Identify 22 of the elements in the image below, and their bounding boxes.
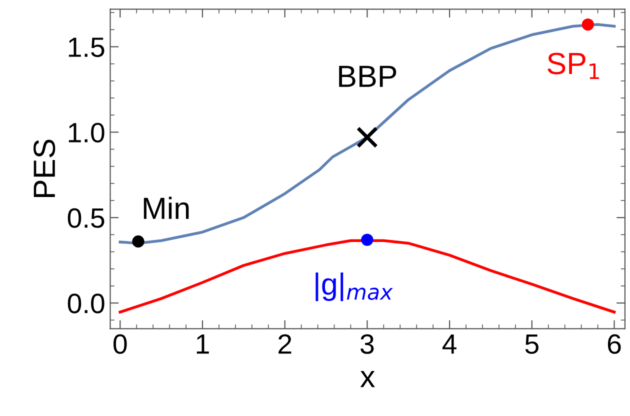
series-label: BBP [339,66,396,87]
y-tick-label: 1.0 [68,122,104,142]
line-series [118,239,616,314]
x-tick-label: 1 [196,334,209,354]
x-tick-label: 2 [278,334,292,354]
series-label: Min [144,196,189,219]
point [356,126,378,148]
x-tick-label: 3 [360,334,374,354]
y-axis-title: PES [34,140,56,197]
y-tick-label: 1.5 [68,38,104,58]
point [361,234,374,246]
x-axis-title: x [360,370,375,388]
point [582,18,594,31]
x-tick-label: 6 [608,334,621,354]
x-tick-label: 5 [525,334,538,354]
point [132,235,144,248]
y-tick-label: 0.0 [68,294,104,314]
series-label: SP$_{1}$ [548,52,599,80]
series-label: |g|$_{max}$ [316,272,393,302]
x-tick-label: 4 [442,334,456,354]
y-tick-label: 0.5 [68,208,104,228]
x-tick-label: 0 [113,334,127,354]
